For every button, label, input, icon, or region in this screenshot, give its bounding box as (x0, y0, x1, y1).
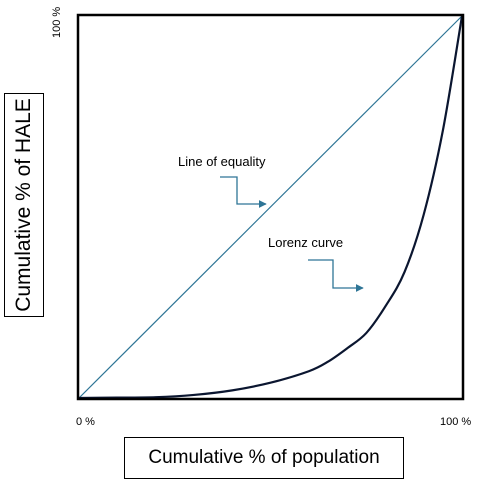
series-line-lorenz (78, 15, 464, 400)
y-tick-label-top: 100 % (51, 7, 63, 38)
annotation-equality-label: Line of equality (178, 154, 266, 169)
plot-frame (76, 13, 465, 401)
x-tick-label-start: 0 % (76, 416, 95, 428)
series-line-equality (78, 15, 463, 399)
x-tick-label-end: 100 % (440, 416, 471, 428)
annotation-lorenz-arrow (308, 259, 364, 292)
x-axis-label-box: Cumulative % of population (124, 437, 404, 479)
x-axis-label: Cumulative % of population (148, 447, 380, 468)
y-axis-label: Cumulative % of HALE (12, 98, 35, 312)
y-axis-label-box: Cumulative % of HALE (4, 93, 44, 317)
annotation-lorenz-label: Lorenz curve (268, 235, 343, 250)
annotation-equality-arrow (220, 176, 267, 208)
